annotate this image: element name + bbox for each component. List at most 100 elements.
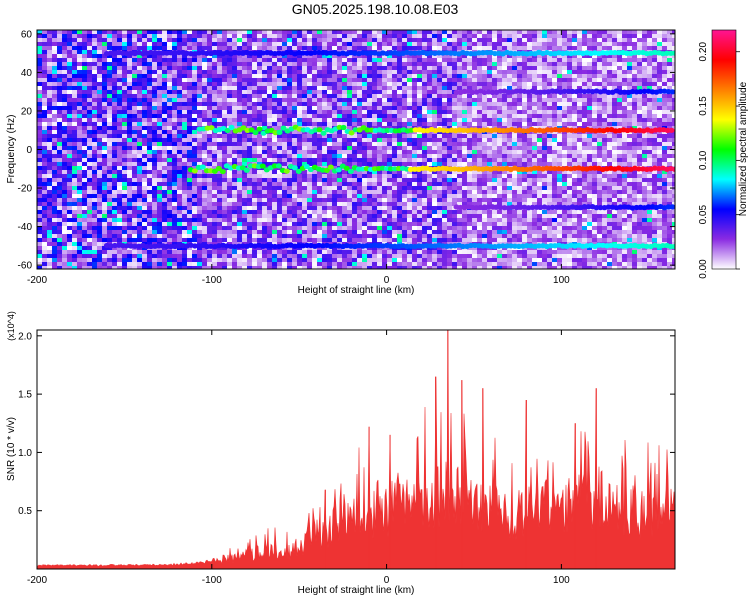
spectrogram-cell	[217, 238, 223, 243]
spectrogram-cell	[342, 110, 348, 115]
spectrogram-cell	[152, 226, 158, 231]
spectrogram-cell	[257, 138, 263, 143]
spectrogram-cell	[252, 174, 258, 179]
spectrogram-cell	[317, 94, 323, 99]
spectrogram-cell	[232, 234, 238, 239]
spectrogram-cell	[122, 182, 128, 187]
spectrogram-cell	[287, 78, 293, 83]
spectrogram-cell	[447, 46, 453, 51]
spectrogram-cell	[247, 262, 253, 267]
spectrogram-cell	[412, 86, 418, 91]
spectrogram-cell	[267, 54, 273, 59]
spectrogram-cell	[267, 58, 273, 63]
spectrogram-cell	[37, 42, 43, 47]
spectrogram-cell	[447, 106, 453, 111]
spectrogram-cell	[407, 38, 413, 43]
spectrogram-cell	[202, 146, 208, 151]
spectrogram-cell	[297, 138, 303, 143]
spectrogram-cell	[297, 94, 303, 99]
spectrogram-cell	[167, 254, 173, 259]
spectrogram-cell	[132, 62, 138, 67]
spectrogram-cell	[272, 98, 278, 103]
spectrogram-cell	[312, 138, 318, 143]
spectrogram-cell	[72, 158, 78, 163]
spectrogram-cell	[327, 110, 333, 115]
spectrogram-cell	[157, 222, 163, 227]
spectrogram-cell	[212, 202, 218, 207]
spectrogram-cell	[357, 138, 363, 143]
spectrogram-cell	[77, 126, 83, 131]
spectrogram-cell	[137, 90, 143, 95]
spectrogram-cell	[197, 194, 203, 199]
spectrogram-cell	[37, 226, 43, 231]
spectrogram-cell	[307, 70, 313, 75]
spectrogram-cell	[307, 46, 313, 51]
spectrogram-cell	[162, 62, 168, 67]
spectrogram-cell	[262, 58, 268, 63]
spectrogram-cell	[177, 130, 183, 135]
spectrogram-cell	[282, 118, 288, 123]
spectrogram-cell	[102, 246, 108, 251]
spectrogram-cell	[107, 166, 113, 171]
spectrogram-cell	[392, 198, 398, 203]
spectrogram-cell	[117, 238, 123, 243]
spectrogram-cell	[342, 98, 348, 103]
spectrogram-cell	[107, 122, 113, 127]
spectrogram-cell	[387, 150, 393, 155]
spectrogram-cell	[147, 150, 153, 155]
spectrogram-cell	[67, 70, 73, 75]
spectrogram-cell	[72, 74, 78, 79]
spectrogram-cell	[87, 74, 93, 79]
spectrogram-cell	[217, 106, 223, 111]
spectrogram-cell	[102, 130, 108, 135]
spectrogram-cell	[172, 138, 178, 143]
spectrogram-cell	[297, 238, 303, 243]
spectrogram-cell	[207, 106, 213, 111]
spectrogram-cell	[312, 58, 318, 63]
spectrogram-cell	[332, 158, 338, 163]
spectrogram-cell	[37, 94, 43, 99]
spectrogram-cell	[352, 66, 358, 71]
spectrogram-cell	[62, 206, 68, 211]
spectrogram-cell	[47, 210, 53, 215]
spectrogram-cell	[197, 198, 203, 203]
spectrogram-cell	[442, 46, 448, 51]
spectrogram-cell	[337, 106, 343, 111]
spectrogram-cell	[147, 134, 153, 139]
spectrogram-cell	[137, 262, 143, 267]
spectrogram-cell	[382, 154, 388, 159]
spectrogram-cell	[277, 234, 283, 239]
spectrogram-cell	[432, 234, 438, 239]
spectrogram-cell	[402, 154, 408, 159]
spectrogram-cell	[272, 86, 278, 91]
spectrogram-cell	[87, 82, 93, 87]
spectrogram-cell	[187, 114, 193, 119]
spectrogram-cell	[147, 254, 153, 259]
spectrogram-cell	[122, 222, 128, 227]
spectrogram-cell	[127, 190, 133, 195]
spectrogram-cell	[417, 138, 423, 143]
spectrogram-cell	[227, 90, 233, 95]
spectrogram-cell	[182, 46, 188, 51]
spectrogram-cell	[102, 190, 108, 195]
spectrogram-cell	[82, 138, 88, 143]
spectrogram-cell	[437, 66, 443, 71]
spectrogram-cell	[362, 118, 368, 123]
spectrogram-cell	[177, 190, 183, 195]
spectrogram-cell	[417, 70, 423, 75]
spectrogram-cell	[277, 106, 283, 111]
spectrogram-cell	[342, 130, 348, 135]
spectrogram-cell	[187, 122, 193, 127]
spectrogram-cell	[362, 86, 368, 91]
spectrogram-cell	[222, 122, 228, 127]
spectrogram-cell	[372, 234, 378, 239]
spectrogram-cell	[147, 142, 153, 147]
spectrogram-cell	[152, 98, 158, 103]
spectrogram-cell	[292, 190, 298, 195]
spectrogram-cell	[292, 146, 298, 151]
spectrogram-cell	[217, 178, 223, 183]
spectrogram-cell	[357, 230, 363, 235]
spectrogram-cell	[307, 74, 313, 79]
spectrogram-cell	[382, 106, 388, 111]
spectrogram-cell	[437, 150, 443, 155]
